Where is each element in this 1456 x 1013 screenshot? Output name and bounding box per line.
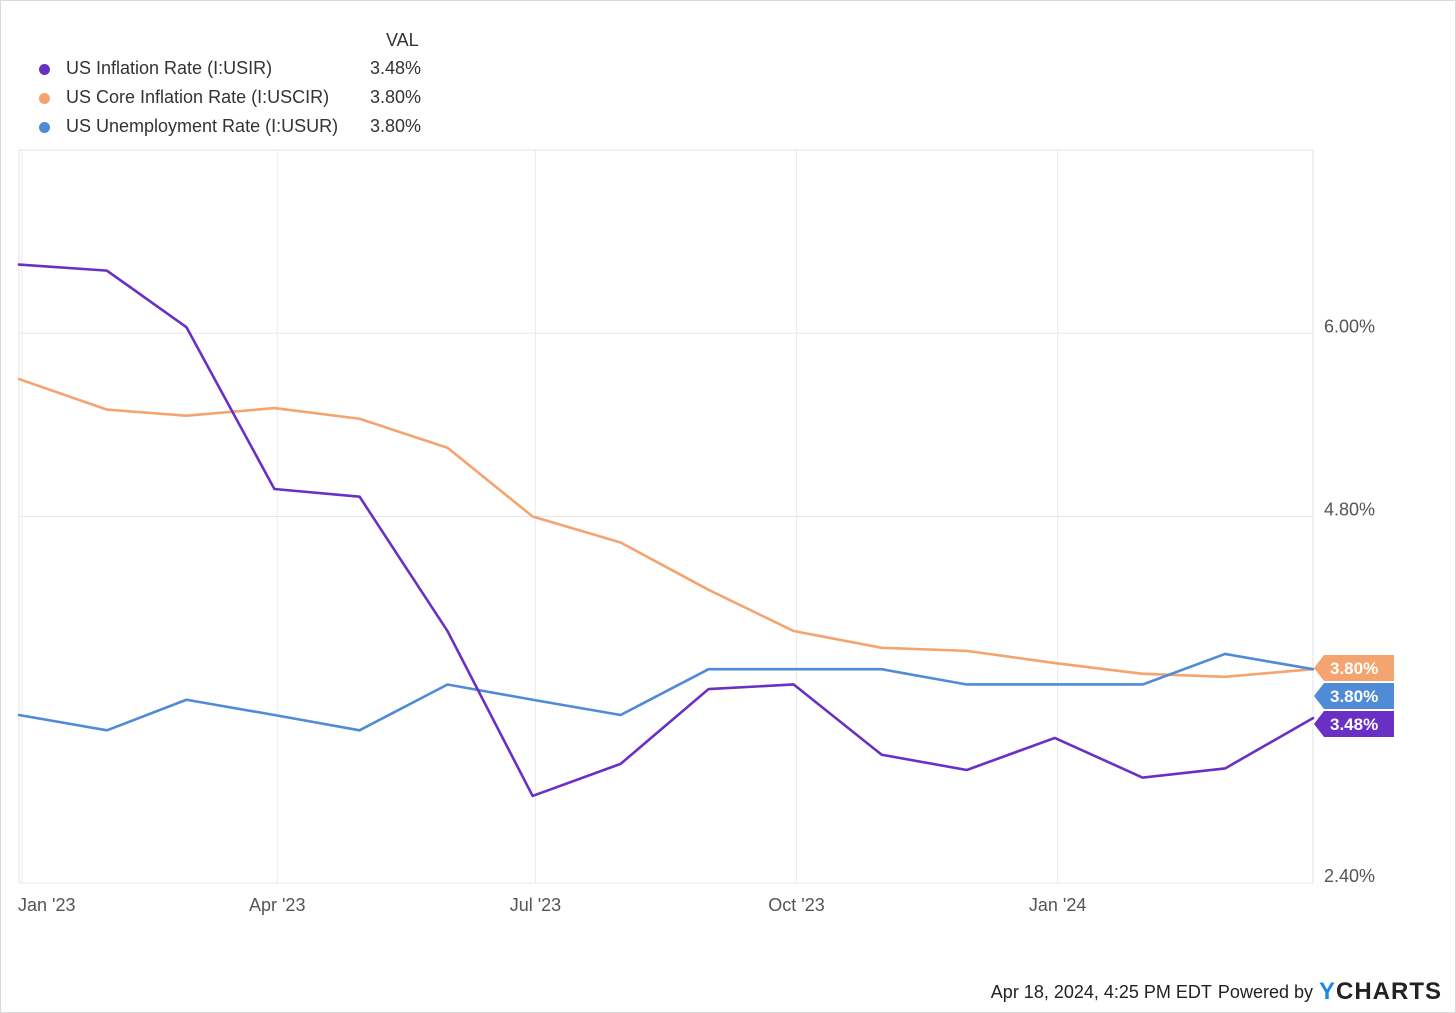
footer-powered-by: Powered by (1217, 981, 1313, 1002)
series-line[interactable] (17, 263, 1315, 798)
y-tick-label: 4.80% (1324, 500, 1375, 520)
axis-labels: 2.40% 4.80% 6.00% Jan '23 Apr '23 Jul '23 Oct … (18, 316, 1375, 915)
legend-item-unemployment[interactable]: US Unemployment Rate (I:USUR) 3.80% (0, 114, 440, 140)
end-value-badge (1314, 683, 1394, 709)
legend-label-unemployment: US Unemployment Rate (I:USUR) (66, 116, 339, 136)
x-tick-label: Apr '23 (249, 895, 305, 915)
legend: VAL US Inflation Rate (I:USIR) 3.48% US … (0, 0, 440, 140)
footer: Apr 18, 2024, 4:25 PM EDT Powered by Y CH… (991, 978, 1442, 1006)
series-line[interactable] (17, 652, 1315, 732)
legend-value-unemployment: 3.80% (370, 116, 422, 136)
legend-dot-inflation (39, 64, 50, 75)
x-tick-label: Jan '23 (18, 895, 75, 915)
legend-label-core-inflation: US Core Inflation Rate (I:USCIR) (66, 87, 330, 107)
end-value-badge-label: 3.80% (1330, 687, 1378, 706)
end-value-badge-label: 3.48% (1330, 715, 1378, 734)
end-value-badge (1314, 655, 1394, 681)
legend-value-core-inflation: 3.80% (370, 87, 422, 107)
footer-timestamp: Apr 18, 2024, 4:25 PM EDT (990, 981, 1212, 1002)
ycharts-logo-y[interactable]: Y (1318, 978, 1336, 1005)
y-tick-label: 2.40% (1324, 866, 1375, 886)
legend-dot-core-inflation (39, 93, 50, 104)
legend-value-inflation: 3.48% (370, 58, 422, 78)
legend-header: VAL (386, 30, 419, 50)
ycharts-logo-text[interactable]: CHARTS (1336, 978, 1442, 1005)
series-line[interactable] (17, 377, 1315, 679)
y-tick-label: 6.00% (1324, 316, 1375, 336)
x-tick-label: Oct '23 (768, 895, 824, 915)
series-lines (17, 263, 1315, 798)
legend-dot-unemployment (39, 122, 50, 133)
legend-item-core-inflation[interactable]: US Core Inflation Rate (I:USCIR) 3.80% (0, 85, 440, 111)
legend-item-inflation[interactable]: US Inflation Rate (I:USIR) 3.48% (0, 56, 440, 82)
end-value-badge-label: 3.80% (1330, 659, 1378, 678)
end-value-badges: 3.80% 3.80% 3.48% (1314, 655, 1394, 737)
grid (18, 149, 1314, 884)
end-value-badge (1314, 711, 1394, 737)
legend-label-inflation: US Inflation Rate (I:USIR) (66, 58, 273, 78)
x-tick-label: Jul '23 (510, 895, 561, 915)
x-tick-label: Jan '24 (1029, 895, 1086, 915)
